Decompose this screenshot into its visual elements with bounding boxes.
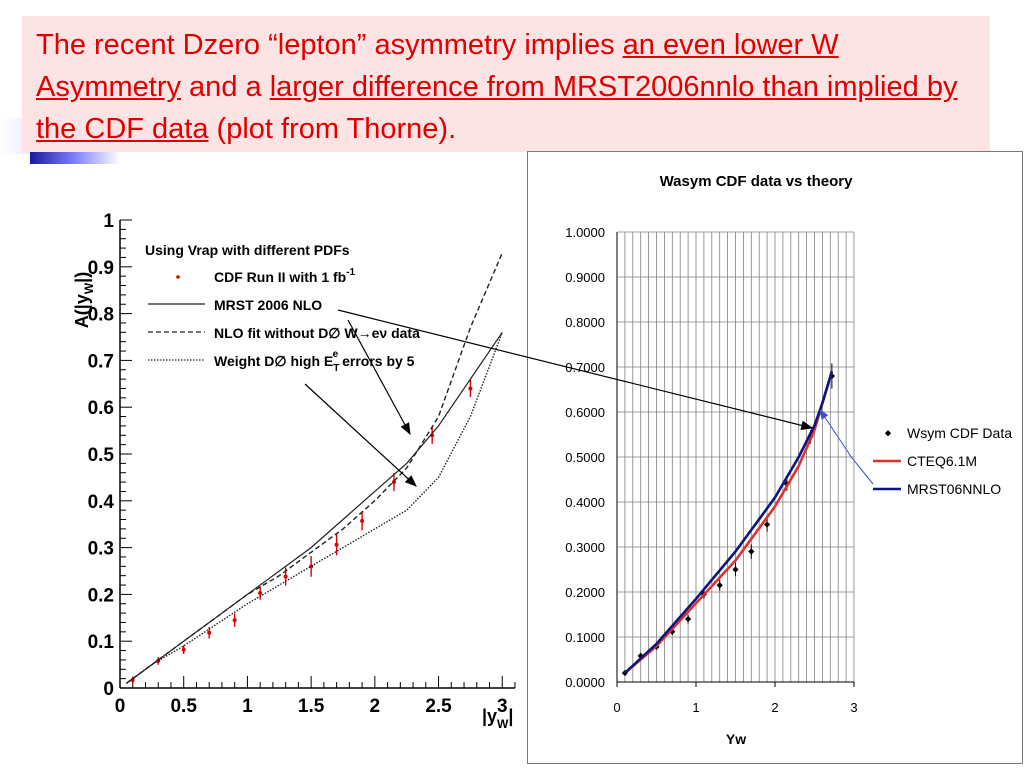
wsym-point: [763, 521, 771, 528]
cdf-point: [468, 386, 473, 391]
legend-label-0: CDF Run II with 1 fb-1: [214, 267, 356, 285]
left-y-tick-label: 0.7: [88, 351, 114, 372]
left-y-tick-label: 0.8: [88, 305, 114, 326]
right-legend-label-1: CTEQ6.1M: [907, 453, 977, 469]
title-box: [22, 16, 990, 152]
title-underlined-2: larger difference from MRST2006nnlo than…: [36, 71, 958, 145]
legend-label-3: Weight D∅ high ETe errors by 5: [214, 349, 415, 374]
right-legend-label-0: Wsym CDF Data: [907, 425, 1012, 441]
right-series-line-1: [624, 371, 834, 674]
right-y-tick-label: 0.0000: [565, 675, 605, 690]
left-x-tick-label: 1: [242, 696, 253, 717]
right-chart-title: Wasym CDF data vs theory: [660, 173, 853, 190]
right-chart: Wasym CDF data vs theory 0.0000 0.1000 0.2…: [565, 173, 1012, 747]
wsym-point: [716, 582, 723, 589]
left-x-tick-label: 3: [497, 696, 508, 717]
left-y-tick-label: 0.2: [88, 585, 114, 606]
left-y-tick-label: 0.6: [88, 398, 114, 419]
right-legend-label-2: MRST06NNLO: [907, 481, 1001, 497]
right-y-tick-label: 0.1000: [565, 630, 605, 645]
left-series-line-1: [126, 331, 503, 684]
right-legend: Wsym CDF Data CTEQ6.1M MRST06NNLO: [873, 425, 1012, 497]
legend-label-1: MRST 2006 NLO: [214, 297, 322, 313]
title-part-1: The recent Dzero “lepton” asymmetry impl…: [36, 29, 623, 61]
title-underlined-1: an even lower W Asymmetry: [36, 29, 839, 103]
legend-marker-cdf: [176, 275, 180, 279]
right-series: [621, 363, 835, 677]
cdf-point: [181, 647, 186, 652]
left-legend: CDF Run II with 1 fb-1 MRST 2006 NLO NLO f…: [148, 267, 420, 374]
left-y-tick-label: 1: [103, 211, 114, 232]
left-x-tick-label: 0: [115, 696, 126, 717]
left-series-line-3: [125, 332, 503, 684]
right-axes: 0.0000 0.1000 0.2000 0.3000 0.4000 0.5000 0.60…: [565, 225, 857, 715]
slide-title: The recent Dzero “lepton” asymmetry impl…: [36, 24, 966, 150]
right-y-tick-label: 0.6000: [565, 405, 605, 420]
left-y-tick-label: 0.4: [88, 492, 115, 513]
title-part-3: (plot from Thorne).: [208, 113, 457, 145]
cdf-point: [334, 542, 339, 547]
wsym-point: [732, 566, 739, 573]
left-x-tick-label: 2: [370, 696, 381, 717]
left-chart: 0 0.1 0.2 0.3 0.4 0.5 0.6 0.7 0.8 0.9 1 0 0.5 1 1.5 2 2.…: [72, 211, 516, 731]
right-y-tick-label: 0.7000: [565, 360, 605, 375]
right-x-tick-label: 1: [692, 700, 699, 715]
left-y-tick-label: 0.5: [88, 445, 115, 466]
left-series-line-2: [125, 252, 503, 684]
right-y-tick-label: 0.4000: [565, 495, 605, 510]
right-y-tick-label: 1.0000: [565, 225, 605, 240]
right-series-line-2: [624, 371, 834, 674]
decorative-gradient-bar: [30, 150, 120, 164]
right-y-tick-label: 0.2000: [565, 585, 605, 600]
cdf-point: [258, 590, 263, 595]
left-chart-title: Using Vrap with different PDFs: [145, 242, 350, 258]
left-y-tick-label: 0.3: [88, 539, 114, 560]
cdf-point: [232, 618, 237, 623]
right-y-tick-label: 0.3000: [565, 540, 605, 555]
right-y-tick-label: 0.5000: [565, 450, 605, 465]
cdf-point: [360, 518, 365, 523]
left-y-tick-label: 0.9: [88, 258, 114, 279]
left-y-tick-label: 0: [103, 679, 114, 700]
right-y-tick-label: 0.9000: [565, 270, 605, 285]
cdf-point: [207, 630, 212, 635]
legend-label-2: NLO fit without D∅ W→eν data: [214, 325, 420, 341]
left-x-tick-label: 1.5: [298, 696, 325, 717]
right-y-tick-label: 0.8000: [565, 315, 605, 330]
title-part-2: and a: [181, 71, 270, 103]
left-series: [125, 252, 503, 684]
right-x-axis-label: Yw: [726, 731, 746, 747]
right-x-tick-label: 3: [850, 700, 857, 715]
legend-marker-wsym: [884, 430, 892, 437]
right-x-tick-label: 2: [771, 700, 778, 715]
left-x-tick-label: 0.5: [170, 696, 197, 717]
cdf-point: [283, 574, 288, 579]
wsym-point: [748, 548, 755, 555]
wsym-point: [684, 615, 692, 623]
left-axes: 0 0.1 0.2 0.3 0.4 0.5 0.6 0.7 0.8 0.9 1 0 0.5 1 1.5 2 2.…: [88, 211, 516, 717]
right-x-tick-label: 0: [613, 700, 620, 715]
left-y-tick-label: 0.1: [88, 632, 115, 653]
left-x-tick-label: 2.5: [425, 696, 452, 717]
